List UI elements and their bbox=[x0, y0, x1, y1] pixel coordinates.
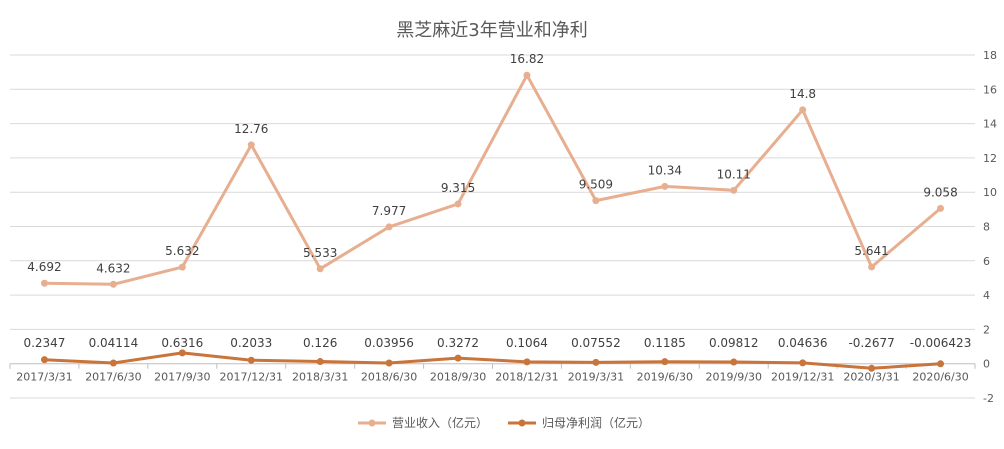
series-1-data-label: 0.6316 bbox=[161, 336, 203, 350]
series-1-point bbox=[385, 359, 393, 367]
series-0-point bbox=[178, 263, 186, 271]
x-tick-label: 2019/6/30 bbox=[637, 371, 693, 384]
series-0-point bbox=[109, 280, 117, 288]
series-0-point bbox=[868, 263, 876, 271]
series-1-data-label: -0.006423 bbox=[910, 336, 972, 350]
series-0-data-label: 5.533 bbox=[303, 246, 337, 260]
series-0-data-label: 10.11 bbox=[717, 167, 751, 181]
series-0-data-label: 14.8 bbox=[789, 87, 816, 101]
y-tick-label: 8 bbox=[983, 221, 990, 234]
series-1-point bbox=[937, 360, 945, 368]
series-1-point bbox=[661, 358, 669, 366]
series-1-point bbox=[523, 358, 531, 366]
series-1-point bbox=[178, 349, 186, 357]
series-1-data-label: 0.1185 bbox=[644, 336, 686, 350]
series-1-data-label: 0.1064 bbox=[506, 336, 548, 350]
y-tick-label: 16 bbox=[983, 83, 997, 96]
series-1-data-label: 0.09812 bbox=[709, 336, 759, 350]
x-tick-label: 2018/12/31 bbox=[495, 371, 558, 384]
series-0-data-label: 4.692 bbox=[27, 260, 61, 274]
series bbox=[40, 71, 945, 372]
y-tick-label: -2 bbox=[983, 392, 994, 405]
series-0-point bbox=[730, 186, 738, 194]
series-1-data-label: 0.3272 bbox=[437, 336, 479, 350]
series-1-point bbox=[868, 364, 876, 372]
series-0-data-label: 9.509 bbox=[579, 178, 613, 192]
x-tick-label: 2020/6/30 bbox=[912, 371, 968, 384]
chart-title: 黑芝麻近3年营业和净利 bbox=[396, 20, 587, 41]
series-0-data-label: 7.977 bbox=[372, 204, 406, 218]
axes: -2 0 2 4 6 8 10 12 14 16 18 2017/3/31 2017/6/30 2017/… bbox=[9, 49, 997, 405]
series-0-point bbox=[316, 265, 324, 273]
series-0-point bbox=[523, 71, 531, 79]
series-1-point bbox=[316, 358, 324, 366]
y-tick-label: 0 bbox=[983, 358, 990, 371]
series-1-data-label: -0.2677 bbox=[848, 336, 894, 350]
x-tick-label: 2019/12/31 bbox=[771, 371, 834, 384]
y-tick-label: 6 bbox=[983, 255, 990, 268]
series-0-data-label: 16.82 bbox=[510, 52, 544, 66]
series-1-point bbox=[454, 354, 462, 362]
series-1-data-label: 0.2347 bbox=[23, 336, 65, 350]
x-tick-label: 2017/6/30 bbox=[85, 371, 141, 384]
y-tick-label: 4 bbox=[983, 289, 990, 302]
series-0-data-label: 5.641 bbox=[854, 244, 888, 258]
y-tick-label: 14 bbox=[983, 118, 997, 131]
series-0-point bbox=[592, 197, 600, 205]
x-tick-label: 2018/3/31 bbox=[292, 371, 348, 384]
x-tick-label: 2019/9/30 bbox=[706, 371, 762, 384]
series-1-data-label: 0.04114 bbox=[89, 336, 139, 350]
series-0-point bbox=[385, 223, 393, 231]
legend-label-1: 归母净利润（亿元） bbox=[542, 415, 650, 430]
series-1-data-label: 0.126 bbox=[303, 336, 337, 350]
series-1-point bbox=[799, 359, 807, 367]
series-1-point bbox=[247, 356, 255, 364]
x-tick-label: 2017/9/30 bbox=[154, 371, 210, 384]
legend: 营业收入（亿元） 归母净利润（亿元） bbox=[358, 415, 650, 430]
series-1-point bbox=[109, 359, 117, 367]
series-1-point bbox=[730, 358, 738, 366]
x-tick-label: 2017/3/31 bbox=[16, 371, 72, 384]
series-0-data-label: 12.76 bbox=[234, 122, 268, 136]
legend-label-0: 营业收入（亿元） bbox=[392, 415, 488, 430]
series-0-data-label: 9.315 bbox=[441, 181, 475, 195]
series-0-point bbox=[799, 106, 807, 114]
series-0-data-label: 4.632 bbox=[96, 261, 130, 275]
series-0-point bbox=[937, 204, 945, 212]
series-0-point bbox=[661, 182, 669, 190]
y-tick-label: 2 bbox=[983, 323, 990, 336]
y-tick-label: 10 bbox=[983, 186, 997, 199]
y-tick-label: 18 bbox=[983, 49, 997, 62]
series-0-point bbox=[247, 141, 255, 149]
series-1-data-label: 0.07552 bbox=[571, 336, 621, 350]
series-0-point bbox=[454, 200, 462, 208]
series-0-data-label: 10.34 bbox=[648, 163, 682, 177]
x-tick-label: 2017/12/31 bbox=[220, 371, 283, 384]
x-tick-label: 2020/3/31 bbox=[843, 371, 899, 384]
series-1-data-label: 0.04636 bbox=[778, 336, 828, 350]
series-1-data-label: 0.03956 bbox=[364, 336, 414, 350]
series-0-data-label: 9.058 bbox=[923, 185, 957, 199]
legend-marker-0 bbox=[368, 419, 376, 427]
series-0-data-label: 5.632 bbox=[165, 244, 199, 258]
series-1-point bbox=[592, 358, 600, 366]
x-tick-label: 2018/6/30 bbox=[361, 371, 417, 384]
gridlines bbox=[10, 54, 975, 399]
x-tick-label: 2019/3/31 bbox=[568, 371, 624, 384]
x-tick-label: 2018/9/30 bbox=[430, 371, 486, 384]
data-labels: 4.692 4.632 5.632 12.76 5.533 7.977 9.315 16.82… bbox=[23, 52, 971, 350]
series-1-data-label: 0.2033 bbox=[230, 336, 272, 350]
series-0-point bbox=[40, 279, 48, 287]
series-line-0 bbox=[43, 73, 942, 286]
y-tick-label: 12 bbox=[983, 152, 997, 165]
legend-marker-1 bbox=[518, 419, 526, 427]
series-1-point bbox=[40, 356, 48, 364]
series-line-1 bbox=[43, 351, 942, 370]
